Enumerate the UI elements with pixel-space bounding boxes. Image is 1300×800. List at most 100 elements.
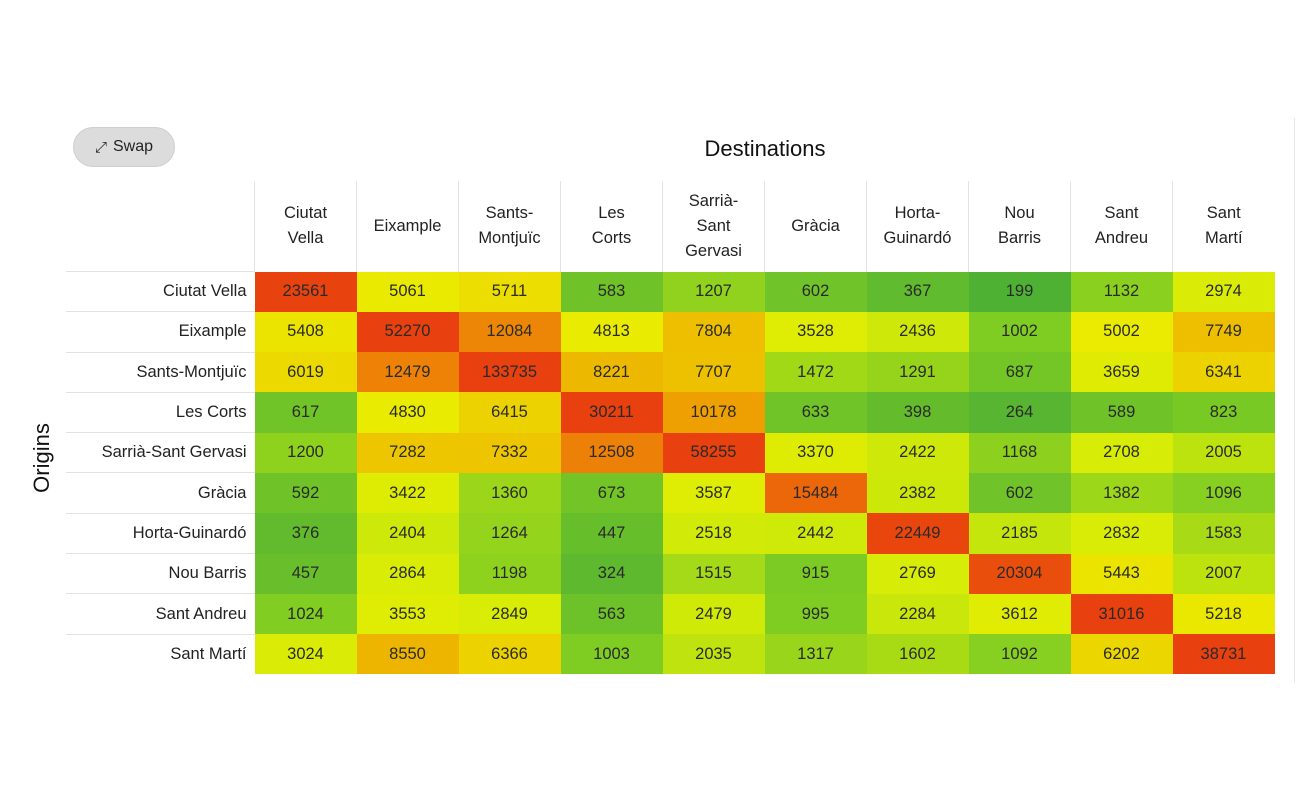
heatmap-cell: 4813: [560, 311, 663, 353]
matrix-row-sant-marti: Sant Martí 3024 8550 6366 1003 2035 1317 1602 10…: [66, 633, 1275, 675]
heatmap-cell: 1602: [866, 634, 969, 675]
heatmap-cell: 2005: [1172, 432, 1275, 473]
heatmap-cell: 5218: [1172, 593, 1275, 635]
heatmap-cell: 2035: [662, 634, 765, 675]
heatmap-cell: 367: [866, 271, 969, 312]
heatmap-cell: 2404: [356, 513, 459, 554]
matrix-row-horta-guinardo: Horta-Guinardó 376 2404 1264 447 2518 2442 2244…: [66, 512, 1275, 554]
heatmap-cell: 12479: [356, 352, 459, 393]
column-header-sarria-sant-gervasi: Sarrià- Sant Gervasi: [662, 181, 765, 272]
matrix-row-gracia: Gràcia 592 3422 1360 673 3587 15484 2382 602 1382…: [66, 472, 1275, 514]
heatmap-cell: 31016: [1070, 593, 1173, 635]
heatmap-cell: 592: [254, 472, 357, 514]
heatmap-cell: 6202: [1070, 634, 1173, 675]
column-header-les-corts: Les Corts: [560, 181, 663, 272]
heatmap-cell: 589: [1070, 392, 1173, 433]
matrix-row-ciutat-vella: Ciutat Vella 23561 5061 5711 583 1207 602 367 19…: [66, 270, 1275, 312]
row-header-sants-montjuic: Sants-Montjuïc: [66, 351, 255, 393]
heatmap-cell: 3528: [764, 311, 867, 353]
heatmap-cell: 3553: [356, 593, 459, 635]
matrix-row-sarria-sant-gervasi: Sarrià-Sant Gervasi 1200 7282 7332 12508 5825…: [66, 432, 1275, 473]
heatmap-cell: 12084: [458, 311, 561, 353]
heatmap-cell: 3024: [254, 634, 357, 675]
heatmap-cell: 3612: [968, 593, 1071, 635]
heatmap-cell: 633: [764, 392, 867, 433]
heatmap-cell: 7332: [458, 432, 561, 473]
column-header-sant-andreu: Sant Andreu: [1070, 181, 1173, 272]
heatmap-cell: 1096: [1172, 472, 1275, 514]
heatmap-cell: 22449: [866, 513, 969, 554]
heatmap-cell: 2769: [866, 553, 969, 594]
heatmap-cell: 30211: [560, 392, 663, 433]
heatmap-cell: 1382: [1070, 472, 1173, 514]
row-header-horta-guinardo: Horta-Guinardó: [66, 512, 255, 554]
column-header-sant-marti: Sant Martí: [1172, 181, 1275, 272]
heatmap-cell: 5061: [356, 271, 459, 312]
heatmap-cell: 687: [968, 352, 1071, 393]
heatmap-cell: 20304: [968, 553, 1071, 594]
heatmap-cell: 3659: [1070, 352, 1173, 393]
heatmap-cell: 10178: [662, 392, 765, 433]
heatmap-cell: 1002: [968, 311, 1071, 353]
swap-button[interactable]: ⤢ Swap: [73, 127, 175, 167]
heatmap-cell: 324: [560, 553, 663, 594]
heatmap-cell: 1198: [458, 553, 561, 594]
column-header-eixample: Eixample: [356, 181, 459, 272]
heatmap-cell: 2422: [866, 432, 969, 473]
heatmap-cell: 3370: [764, 432, 867, 473]
heatmap-cell: 4830: [356, 392, 459, 433]
heatmap-cell: 3422: [356, 472, 459, 514]
column-header-gracia: Gràcia: [764, 181, 867, 272]
row-header-gracia: Gràcia: [66, 472, 255, 514]
heatmap-cell: 264: [968, 392, 1071, 433]
heatmap-cell: 1264: [458, 513, 561, 554]
heatmap-cell: 1515: [662, 553, 765, 594]
matrix-row-nou-barris: Nou Barris 457 2864 1198 324 1515 915 2769 20304…: [66, 553, 1275, 594]
heatmap-cell: 6019: [254, 352, 357, 393]
heatmap-cell: 2382: [866, 472, 969, 514]
matrix-row-sant-andreu: Sant Andreu 1024 3553 2849 563 2479 995 2284 361…: [66, 593, 1275, 635]
heatmap-cell: 1207: [662, 271, 765, 312]
heatmap-cell: 7749: [1172, 311, 1275, 353]
heatmap-cell: 15484: [764, 472, 867, 514]
heatmap-cell: 995: [764, 593, 867, 635]
heatmap-cell: 23561: [254, 271, 357, 312]
heatmap-cell: 7804: [662, 311, 765, 353]
heatmap-cell: 8221: [560, 352, 663, 393]
heatmap-cell: 2436: [866, 311, 969, 353]
heatmap-cell: 133735: [458, 352, 561, 393]
heatmap-cell: 1291: [866, 352, 969, 393]
heatmap-cell: 1092: [968, 634, 1071, 675]
heatmap-cell: 2442: [764, 513, 867, 554]
swap-arrows-icon: ⤢: [94, 138, 107, 156]
heatmap-cell: 602: [764, 271, 867, 312]
heatmap-cell: 52270: [356, 311, 459, 353]
row-header-sant-marti: Sant Martí: [66, 633, 255, 675]
heatmap-cell: 5002: [1070, 311, 1173, 353]
row-header-eixample: Eixample: [66, 311, 255, 353]
heatmap-cell: 5443: [1070, 553, 1173, 594]
heatmap-cell: 6366: [458, 634, 561, 675]
matrix-row-eixample: Eixample 5408 52270 12084 4813 7804 3528 2436 10…: [66, 311, 1275, 353]
heatmap-cell: 1317: [764, 634, 867, 675]
heatmap-body: Ciutat Vella 23561 5061 5711 583 1207 602 367 19…: [66, 270, 1275, 675]
column-header-horta-guinardo: Horta- Guinardó: [866, 181, 969, 272]
swap-button-label: Swap: [112, 138, 154, 155]
heatmap-cell: 2284: [866, 593, 969, 635]
heatmap-cell: 602: [968, 472, 1071, 514]
heatmap-cell: 7707: [662, 352, 765, 393]
heatmap-cell: 1003: [560, 634, 663, 675]
heatmap-cell: 6415: [458, 392, 561, 433]
heatmap-cell: 7282: [356, 432, 459, 473]
heatmap-cell: 617: [254, 392, 357, 433]
heatmap-cell: 2864: [356, 553, 459, 594]
heatmap-cell: 2849: [458, 593, 561, 635]
destinations-axis-title: Destinations: [704, 136, 826, 161]
column-header-ciutat-vella: Ciutat Vella: [254, 181, 357, 272]
corner-cell: [66, 181, 255, 272]
heatmap-cell: 398: [866, 392, 969, 433]
heatmap-cell: 2479: [662, 593, 765, 635]
heatmap-cell: 2007: [1172, 553, 1275, 594]
heatmap-cell: 12508: [560, 432, 663, 473]
